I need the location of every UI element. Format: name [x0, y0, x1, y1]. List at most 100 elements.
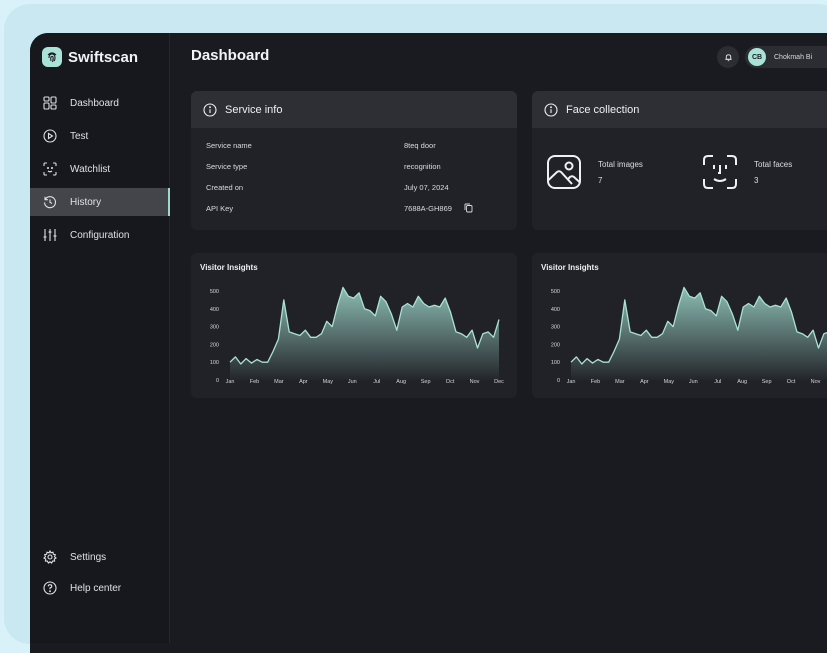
app-window: Swiftscan Dashboard Test [30, 33, 827, 653]
y-tick-label: 400 [551, 307, 560, 313]
sidebar-bottom-nav: Settings Help center [30, 543, 169, 605]
visitor-insights-card: Visitor Insights 500 400 300 200 100 0 Jan Feb M… [191, 253, 517, 398]
x-tick-label: May [323, 379, 334, 385]
visitor-insights-card-2: Visitor Insights 500 400 300 200 100 0 Jan Feb M… [532, 253, 827, 398]
y-tick-label: 100 [551, 360, 560, 366]
x-tick-label: Sep [421, 379, 431, 385]
sidebar-item-dashboard[interactable]: Dashboard [30, 89, 169, 117]
x-tick-label: Apr [299, 379, 308, 385]
x-tick-label: Jul [373, 379, 380, 385]
notification-button[interactable] [717, 46, 739, 68]
sidebar-item-label: History [70, 196, 102, 208]
api-key-value: 7688A-GH869 [404, 204, 452, 213]
x-tick-label: Aug [737, 379, 747, 385]
sidebar-item-label: Dashboard [70, 97, 119, 109]
y-tick-label: 500 [210, 289, 219, 295]
visitor-insights-chart-2: 500 400 300 200 100 0 Jan Feb Mar Apr May Jun Jul Aug… [551, 286, 827, 385]
visitor-insights-chart: 500 400 300 200 100 0 Jan Feb Mar Apr May Jun Jul Aug… [210, 286, 504, 385]
user-menu[interactable]: CB Chokmah Bi [745, 46, 827, 68]
page-title: Dashboard [191, 47, 270, 64]
api-key-label: API Key [206, 204, 234, 213]
avatar: CB [748, 48, 766, 66]
copy-icon[interactable] [464, 203, 473, 213]
x-tick-label: Jun [348, 379, 357, 385]
sidebar-item-configuration[interactable]: Configuration [30, 221, 169, 249]
x-tick-label: Jan [226, 379, 235, 385]
x-tick-label: May [664, 379, 675, 385]
x-tick-label: Jan [567, 379, 576, 385]
y-tick-label: 200 [210, 342, 219, 348]
x-tick-label: Mar [615, 379, 625, 385]
chart-title: Visitor Insights [541, 263, 599, 272]
y-tick-label: 100 [210, 360, 219, 366]
sidebar: Swiftscan Dashboard Test [30, 33, 170, 643]
series-line [570, 286, 827, 365]
sidebar-item-watchlist[interactable]: Watchlist [30, 155, 169, 183]
service-type-value: recognition [404, 162, 441, 171]
y-tick-label: 200 [551, 342, 560, 348]
user-name: Chokmah Bi [774, 53, 813, 61]
sidebar-nav: Dashboard Test Watchlist [30, 89, 170, 254]
brand-name: Swiftscan [68, 48, 139, 66]
y-tick-label: 500 [551, 289, 560, 295]
y-tick-label: 300 [551, 325, 560, 331]
grid-icon [43, 96, 57, 110]
x-tick-label: Nov [470, 379, 480, 385]
service-info-card: Service info Service name 8teq door Serv… [191, 91, 517, 230]
face-collection-header: Face collection [532, 91, 827, 128]
info-icon [544, 102, 558, 117]
y-tick-label: 400 [210, 307, 219, 313]
sliders-icon [43, 228, 57, 242]
sidebar-item-settings[interactable]: Settings [30, 543, 169, 571]
gear-icon [43, 550, 57, 564]
image-icon [547, 155, 581, 189]
service-name-value: 8teq door [404, 141, 436, 150]
service-name-label: Service name [206, 141, 252, 150]
brand[interactable]: Swiftscan [42, 47, 138, 67]
sidebar-item-label: Configuration [70, 229, 130, 241]
created-on-label: Created on [206, 183, 244, 192]
face-collection-title: Face collection [566, 103, 640, 116]
x-tick-label: Dec [494, 379, 504, 385]
history-icon [43, 195, 57, 209]
sidebar-item-history[interactable]: History [30, 188, 170, 216]
bell-icon [724, 53, 732, 61]
face-collection-card: Face collection Total images 7 Total fac… [532, 91, 827, 230]
x-tick-label: Jul [714, 379, 721, 385]
chart-title: Visitor Insights [200, 263, 258, 272]
help-circle-icon [43, 581, 57, 595]
x-tick-label: Oct [446, 379, 455, 385]
face-icon [703, 155, 737, 189]
sidebar-item-label: Watchlist [70, 163, 111, 175]
sidebar-item-label: Test [70, 130, 89, 142]
series-area [230, 287, 499, 380]
info-icon [203, 102, 217, 117]
sidebar-item-label: Help center [70, 582, 122, 594]
face-scan-icon [43, 162, 57, 176]
y-tick-label: 0 [557, 378, 560, 384]
fingerprint-logo-icon [42, 47, 62, 67]
service-info-header: Service info [191, 91, 517, 128]
service-info-title: Service info [225, 103, 283, 116]
sidebar-item-help-center[interactable]: Help center [30, 574, 169, 602]
sidebar-item-test[interactable]: Test [30, 122, 169, 150]
x-tick-label: Feb [250, 379, 259, 385]
total-images-label: Total images [598, 160, 643, 169]
sidebar-item-label: Settings [70, 551, 107, 563]
service-type-label: Service type [206, 162, 248, 171]
play-circle-icon [43, 129, 57, 143]
x-tick-label: Nov [811, 379, 821, 385]
total-faces-label: Total faces [754, 160, 793, 169]
x-tick-label: Jun [689, 379, 698, 385]
x-tick-label: Aug [396, 379, 406, 385]
y-tick-label: 0 [216, 378, 219, 384]
x-tick-label: Oct [787, 379, 796, 385]
series-area [571, 287, 827, 380]
x-tick-label: Sep [762, 379, 772, 385]
x-tick-label: Mar [274, 379, 284, 385]
y-tick-label: 300 [210, 325, 219, 331]
series-line [229, 286, 500, 365]
x-tick-label: Feb [591, 379, 600, 385]
total-faces-value: 3 [754, 176, 759, 185]
created-on-value: July 07, 2024 [404, 183, 449, 192]
